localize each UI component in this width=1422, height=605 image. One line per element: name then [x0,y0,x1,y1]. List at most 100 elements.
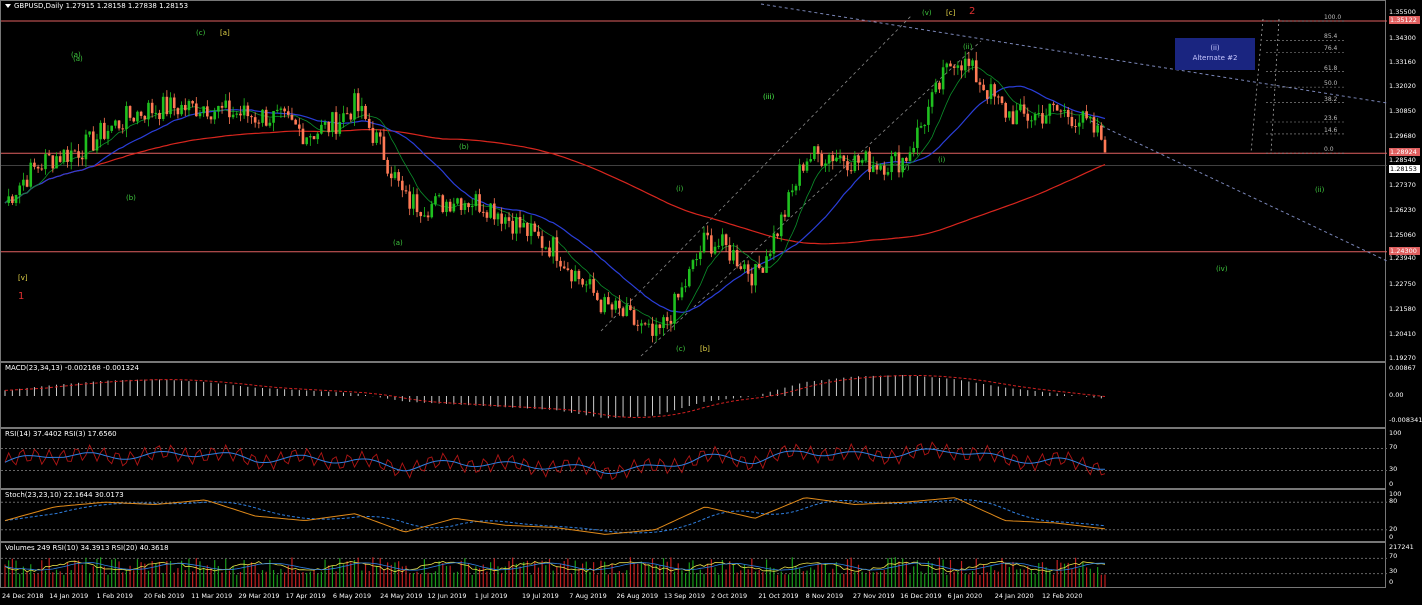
candle-body [838,155,842,158]
candle-body [103,122,106,139]
candle-body [849,170,853,172]
candle-body [573,270,577,282]
candle-body [463,203,467,210]
candle-body [592,279,595,293]
candle-body [73,150,77,152]
candle-body [916,127,919,148]
candle-body [989,84,993,99]
candle-body [44,154,47,170]
candle-body [125,106,128,130]
candle-body [905,157,908,161]
date-axis: 24 Dec 2018 14 Jan 2019 1 Feb 2019 20 Feb 2… [0,588,1386,605]
axis-tick: 80 [1389,497,1398,505]
axis-tick: 100 [1389,490,1402,498]
date-tick: 17 Apr 2019 [285,592,326,600]
candle-body [1000,96,1004,103]
candle-body [114,120,117,126]
candle-body [286,111,290,115]
wave-label: [c] [946,9,956,17]
candle-body [599,299,603,313]
candle-body [676,293,680,298]
candle-body [945,63,949,68]
wave-label: (a) [393,239,403,247]
candle-body [901,157,904,173]
candle-body [537,231,540,237]
candle-body [51,155,55,169]
candle-body [974,60,978,83]
stoch-pane[interactable]: Stoch(23,23,10) 22.1644 30.0173 [0,489,1387,542]
candle-body [290,114,294,120]
wave-label: (b) [459,143,469,151]
candle-body [710,235,713,254]
rsi-pane[interactable]: RSI(14) 37.4402 RSI(3) 17.6560 [0,428,1387,489]
candle-body [860,160,864,163]
fib-level-label: 76.4 [1324,45,1338,53]
candle-body [228,100,231,118]
symbol-line: GBPUSD,Daily 1.27915 1.28158 1.27838 1.2… [14,2,189,10]
wave-label: (v) [922,9,932,17]
candle-body [298,124,301,129]
candle-body [312,136,316,140]
candle-body [824,163,827,166]
candle-body [195,103,198,117]
candle-body [687,269,691,287]
candle-body [754,264,757,286]
candle-body [183,104,187,111]
macd-pane[interactable]: MACD(23,34,13) -0.002168 -0.001324 [0,362,1386,428]
candle-body [665,317,669,321]
wave-label: [v] [18,274,28,282]
channel-lower [640,40,982,357]
candle-body [927,106,930,125]
candle-body [158,112,161,120]
candle-body [154,112,158,114]
candle-body [680,287,684,298]
candle-body [654,324,658,336]
candle-body [651,323,654,336]
date-tick: 14 Jan 2019 [49,592,89,600]
wave-label: (a) [71,51,81,59]
candle-body [647,323,651,325]
candle-body [445,201,448,213]
volume-pane[interactable]: Volumes 249 RSI(10) 34.3913 RSI(20) 40.3… [0,542,1387,588]
candle-body [673,293,676,324]
price-tick: 1.23940 [1389,254,1416,263]
candle-body [879,165,882,170]
rsi3-line [4,441,1106,481]
candle-body [886,172,890,175]
candle-body [29,162,33,187]
candle-body [868,151,871,173]
candle-body [794,185,798,191]
price-tick: 1.35500 [1389,8,1416,16]
candle-body [757,264,761,268]
candle-body [467,203,470,208]
dropdown-icon[interactable] [5,4,11,8]
price-pane[interactable]: GBPUSD,Daily 1.27915 1.28158 1.27838 1.2… [0,0,1387,362]
candle-body [456,198,459,204]
price-tick: 1.33160 [1389,57,1416,66]
price-tick: 1.32020 [1389,82,1416,91]
candle-body [301,128,305,145]
candle-body [217,105,220,112]
fib-diagonal-2 [1270,18,1280,154]
candle-body [386,159,389,174]
date-tick: 24 May 2019 [380,592,423,600]
ma200-line [4,129,1106,245]
candle-body [890,156,893,173]
candle-body [533,223,537,232]
candle-body [1103,139,1107,153]
stoch-main-line [4,497,1106,535]
candle-body [618,300,621,309]
price-tag-top: 1.35122 [1389,16,1420,25]
candle-body [1059,110,1063,112]
candle-body [960,65,963,71]
candle-body [437,195,441,197]
candle-body [551,237,555,257]
ma-blue-line [4,85,1106,313]
candle-body [62,149,66,162]
candle-body [897,152,901,173]
wave-label: (ii) [963,43,973,51]
wave-label: (a) [73,55,83,63]
macd-signal-line [4,375,1106,418]
candle-body [253,117,257,123]
candle-body [584,284,588,286]
